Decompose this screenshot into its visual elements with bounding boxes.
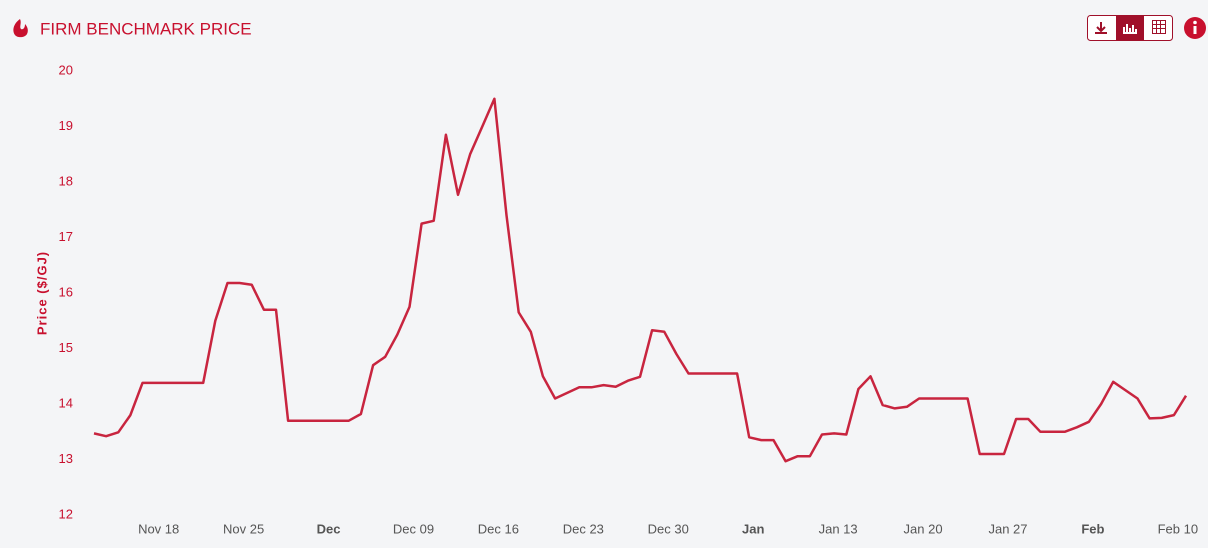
flame-icon bbox=[13, 19, 28, 38]
y-tick-label: 19 bbox=[59, 118, 73, 133]
y-tick-label: 18 bbox=[59, 173, 73, 188]
x-tick-label: Jan 13 bbox=[819, 521, 858, 536]
table-button[interactable] bbox=[1152, 20, 1166, 34]
x-tick-label: Nov 18 bbox=[138, 521, 179, 536]
line-series bbox=[93, 97, 1188, 463]
x-tick-label: Jan bbox=[742, 521, 764, 536]
x-tick-label: Dec 16 bbox=[478, 521, 519, 536]
y-axis-title: Price ($/GJ) bbox=[34, 251, 49, 335]
y-tick-label: 13 bbox=[59, 451, 73, 466]
y-tick-label: 20 bbox=[59, 62, 73, 77]
chart-title: FIRM BENCHMARK PRICE bbox=[40, 19, 252, 38]
y-tick-label: 17 bbox=[59, 229, 73, 244]
x-tick-label: Dec 09 bbox=[393, 521, 434, 536]
toolbar[interactable] bbox=[1087, 15, 1173, 41]
x-tick-label: Jan 27 bbox=[988, 521, 1027, 536]
y-tick-label: 15 bbox=[59, 340, 73, 355]
x-tick-label: Feb 10 bbox=[1158, 521, 1198, 536]
y-tick-label: 12 bbox=[59, 506, 73, 521]
chart-icon bbox=[1123, 24, 1137, 34]
info-button[interactable] bbox=[1184, 17, 1206, 39]
x-tick-label: Dec 23 bbox=[563, 521, 604, 536]
x-tick-label: Dec 30 bbox=[648, 521, 689, 536]
y-tick-label: 16 bbox=[59, 284, 73, 299]
x-tick-label: Feb bbox=[1081, 521, 1104, 536]
y-tick-label: 14 bbox=[59, 395, 73, 410]
x-tick-label: Dec bbox=[317, 521, 341, 536]
download-button[interactable] bbox=[1095, 22, 1107, 34]
x-tick-label: Nov 25 bbox=[223, 521, 264, 536]
x-tick-label: Jan 20 bbox=[904, 521, 943, 536]
